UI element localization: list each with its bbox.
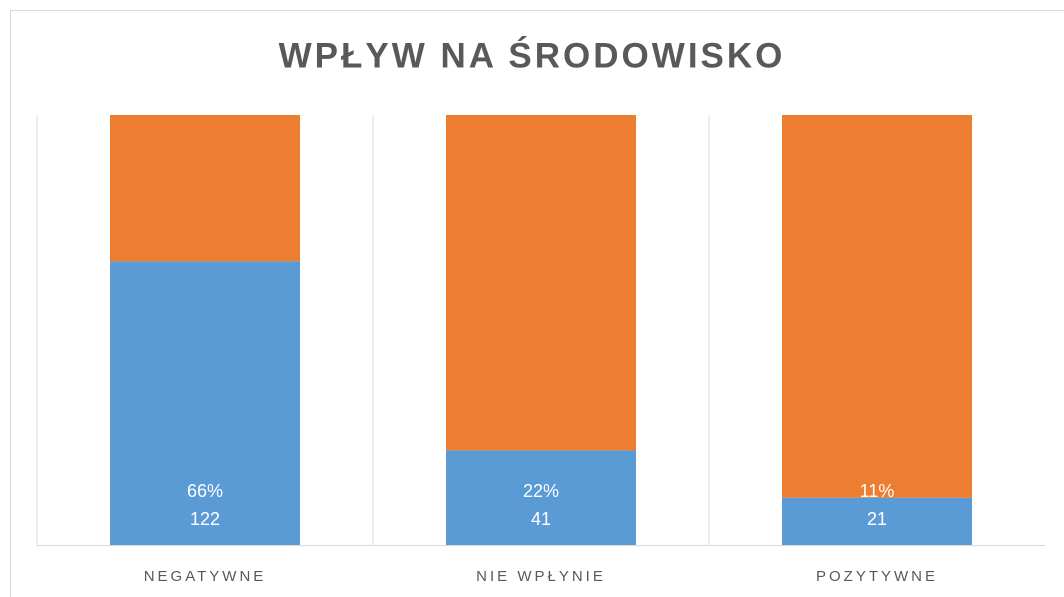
x-tick-label: POZYTYWNE [816, 568, 938, 585]
bar-segment [446, 115, 636, 451]
bar-segment [110, 115, 300, 262]
data-label-count: 21 [867, 509, 887, 529]
x-tick-label: NIE WPŁYNIE [476, 568, 606, 585]
data-label: 11% [860, 481, 895, 501]
data-label-count: 122 [190, 509, 220, 529]
bar-segment [446, 450, 636, 545]
bar-segment [110, 261, 300, 545]
x-tick-label: NEGATYWNE [144, 568, 267, 585]
bar-segment [782, 115, 972, 498]
chart-title: WPŁYW NA ŚRODOWISKO [279, 35, 786, 75]
data-label: 66% [187, 481, 223, 501]
data-label-count: 41 [531, 509, 551, 529]
data-label: 22% [523, 481, 559, 501]
bar-segment [782, 497, 972, 545]
